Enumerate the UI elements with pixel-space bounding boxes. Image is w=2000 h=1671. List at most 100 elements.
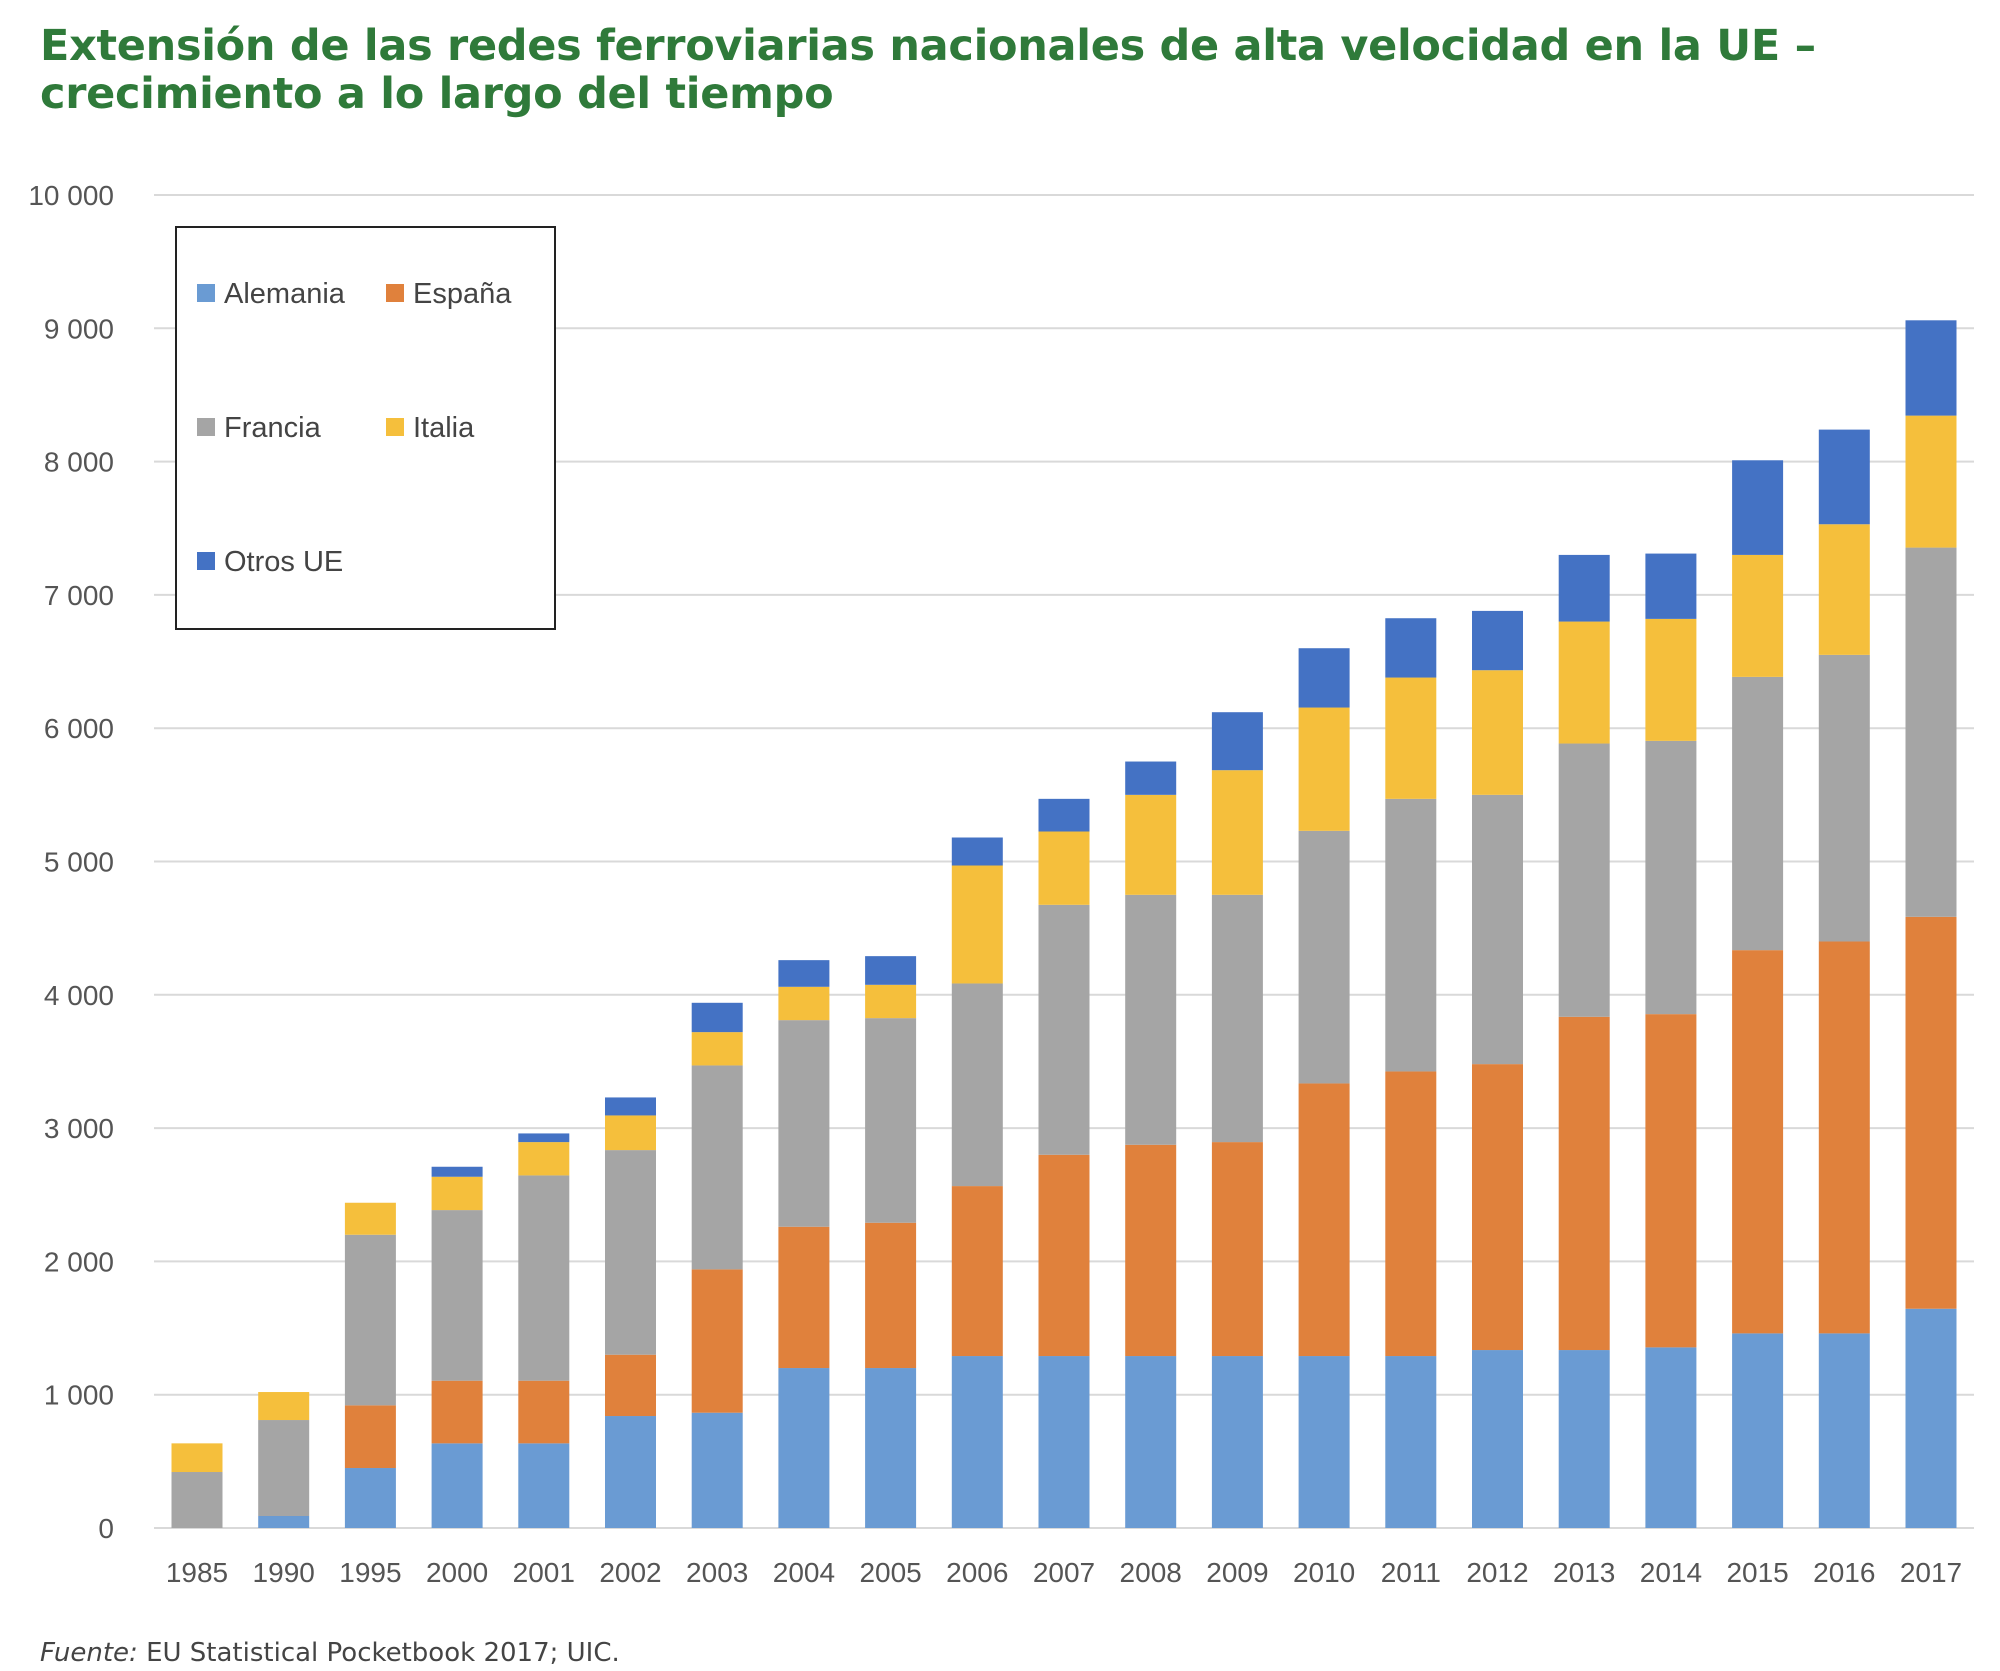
- y-tick-label: 5 000: [44, 847, 114, 878]
- bar-stack-2003: [691, 1002, 743, 1528]
- bar-italia-2010: [1298, 707, 1350, 831]
- y-tick-label: 7 000: [44, 580, 114, 611]
- bar-italia-2001: [518, 1142, 570, 1176]
- bar-italia-1995: [344, 1202, 396, 1235]
- source-label: Fuente:: [40, 1638, 138, 1668]
- y-tick-label: 0: [98, 1513, 114, 1544]
- bar-stack-1985: [171, 1443, 223, 1528]
- x-tick-label: 2008: [1120, 1557, 1182, 1588]
- bar-alemania-2017: [1905, 1308, 1957, 1528]
- bar-italia-2008: [1125, 794, 1177, 895]
- bar-francia-2013: [1558, 743, 1610, 1017]
- y-tick-label: 9 000: [44, 313, 114, 344]
- x-tick-label: 2016: [1813, 1557, 1875, 1588]
- bar-alemania-2005: [865, 1368, 917, 1528]
- bar-españa-2012: [1472, 1064, 1523, 1351]
- x-tick-label: 1985: [166, 1557, 228, 1588]
- x-tick-label: 2002: [599, 1557, 661, 1588]
- bar-stack-2005: [865, 956, 917, 1528]
- x-tick-label: 2005: [859, 1557, 921, 1588]
- bar-alemania-2007: [1038, 1356, 1090, 1528]
- bar-francia-2017: [1905, 547, 1957, 917]
- x-tick-label: 2006: [946, 1557, 1008, 1588]
- bar-stack-2014: [1645, 553, 1697, 1528]
- bar-francia-2010: [1298, 830, 1350, 1084]
- bar-stack-2016: [1818, 429, 1870, 1528]
- legend-swatch: [197, 418, 215, 436]
- bar-alemania-2009: [1211, 1356, 1263, 1528]
- bar-francia-2006: [951, 983, 1003, 1187]
- x-tick-label: 2013: [1553, 1557, 1615, 1588]
- x-tick-label: 2017: [1900, 1557, 1962, 1588]
- legend-swatch: [386, 418, 404, 436]
- bars: [171, 320, 1957, 1528]
- bar-francia-2001: [518, 1175, 570, 1381]
- bar-otros-ue-2016: [1818, 429, 1870, 525]
- bar-españa-2004: [778, 1226, 830, 1369]
- bar-stack-2010: [1298, 648, 1350, 1528]
- bar-francia-2003: [691, 1065, 743, 1270]
- bar-francia-2002: [605, 1150, 656, 1355]
- bar-alemania-2006: [951, 1356, 1003, 1528]
- x-tick-label: 2000: [426, 1557, 488, 1588]
- bar-stack-1990: [258, 1392, 310, 1528]
- bar-españa-1995: [344, 1405, 396, 1469]
- bar-francia-2004: [778, 1020, 830, 1227]
- bar-alemania-1990: [258, 1516, 310, 1528]
- bar-italia-2009: [1211, 770, 1263, 895]
- bar-italia-2012: [1472, 670, 1523, 795]
- bar-españa-2009: [1211, 1142, 1263, 1357]
- bar-españa-2001: [518, 1380, 570, 1444]
- bar-otros-ue-2007: [1038, 798, 1090, 832]
- bar-españa-2014: [1645, 1014, 1697, 1348]
- bar-francia-2016: [1818, 654, 1870, 942]
- bar-francia-2011: [1385, 798, 1437, 1072]
- bar-stack-2000: [431, 1166, 483, 1528]
- x-tick-label: 1995: [339, 1557, 401, 1588]
- source-text: EU Statistical Pocketbook 2017; UIC.: [137, 1638, 620, 1668]
- bar-italia-2013: [1558, 621, 1610, 744]
- y-tick-label: 4 000: [44, 980, 114, 1011]
- bar-alemania-2015: [1732, 1333, 1784, 1528]
- bar-italia-2011: [1385, 677, 1437, 799]
- x-tick-label: 2009: [1206, 1557, 1268, 1588]
- x-tick-label: 2012: [1466, 1557, 1528, 1588]
- bar-alemania-2000: [431, 1443, 483, 1528]
- bar-alemania-2004: [778, 1368, 830, 1528]
- y-axis-ticks: 0 1 000 2 000 3 000 4 000 5 000 6 000 7 000 8 00…: [28, 180, 114, 1544]
- bar-otros-ue-2014: [1645, 553, 1697, 619]
- bar-españa-2016: [1818, 941, 1870, 1334]
- bar-otros-ue-2002: [605, 1097, 656, 1116]
- chart-title: Extensión de las redes ferroviarias naci…: [40, 21, 1816, 119]
- bar-españa-2005: [865, 1222, 917, 1369]
- y-tick-label: 8 000: [44, 447, 114, 478]
- bar-francia-2005: [865, 1018, 917, 1223]
- x-tick-label: 2007: [1033, 1557, 1095, 1588]
- bar-italia-2003: [691, 1032, 743, 1066]
- bar-francia-1985: [171, 1472, 223, 1528]
- y-tick-label: 3 000: [44, 1113, 114, 1144]
- bar-francia-1990: [258, 1420, 310, 1517]
- y-tick-label: 6 000: [44, 713, 114, 744]
- bar-alemania-2013: [1558, 1350, 1610, 1528]
- bar-francia-2007: [1038, 904, 1090, 1155]
- bar-otros-ue-2015: [1732, 460, 1784, 555]
- bar-stack-2007: [1038, 798, 1090, 1528]
- bar-alemania-2011: [1385, 1356, 1437, 1528]
- legend-label: Alemania: [224, 278, 346, 310]
- bar-alemania-1995: [344, 1468, 396, 1528]
- bar-italia-2000: [431, 1176, 483, 1211]
- bar-españa-2015: [1732, 950, 1784, 1334]
- legend-swatch: [386, 284, 404, 302]
- x-tick-label: 1990: [253, 1557, 315, 1588]
- bar-españa-2017: [1905, 916, 1957, 1309]
- bar-otros-ue-2010: [1298, 648, 1350, 708]
- legend-label: Italia: [413, 412, 475, 444]
- bar-españa-2006: [951, 1186, 1003, 1357]
- bar-stack-2008: [1125, 761, 1177, 1528]
- bar-stack-2006: [951, 837, 1003, 1528]
- y-tick-label: 1 000: [44, 1380, 114, 1411]
- legend-label: España: [413, 278, 512, 310]
- x-tick-label: 2001: [513, 1557, 575, 1588]
